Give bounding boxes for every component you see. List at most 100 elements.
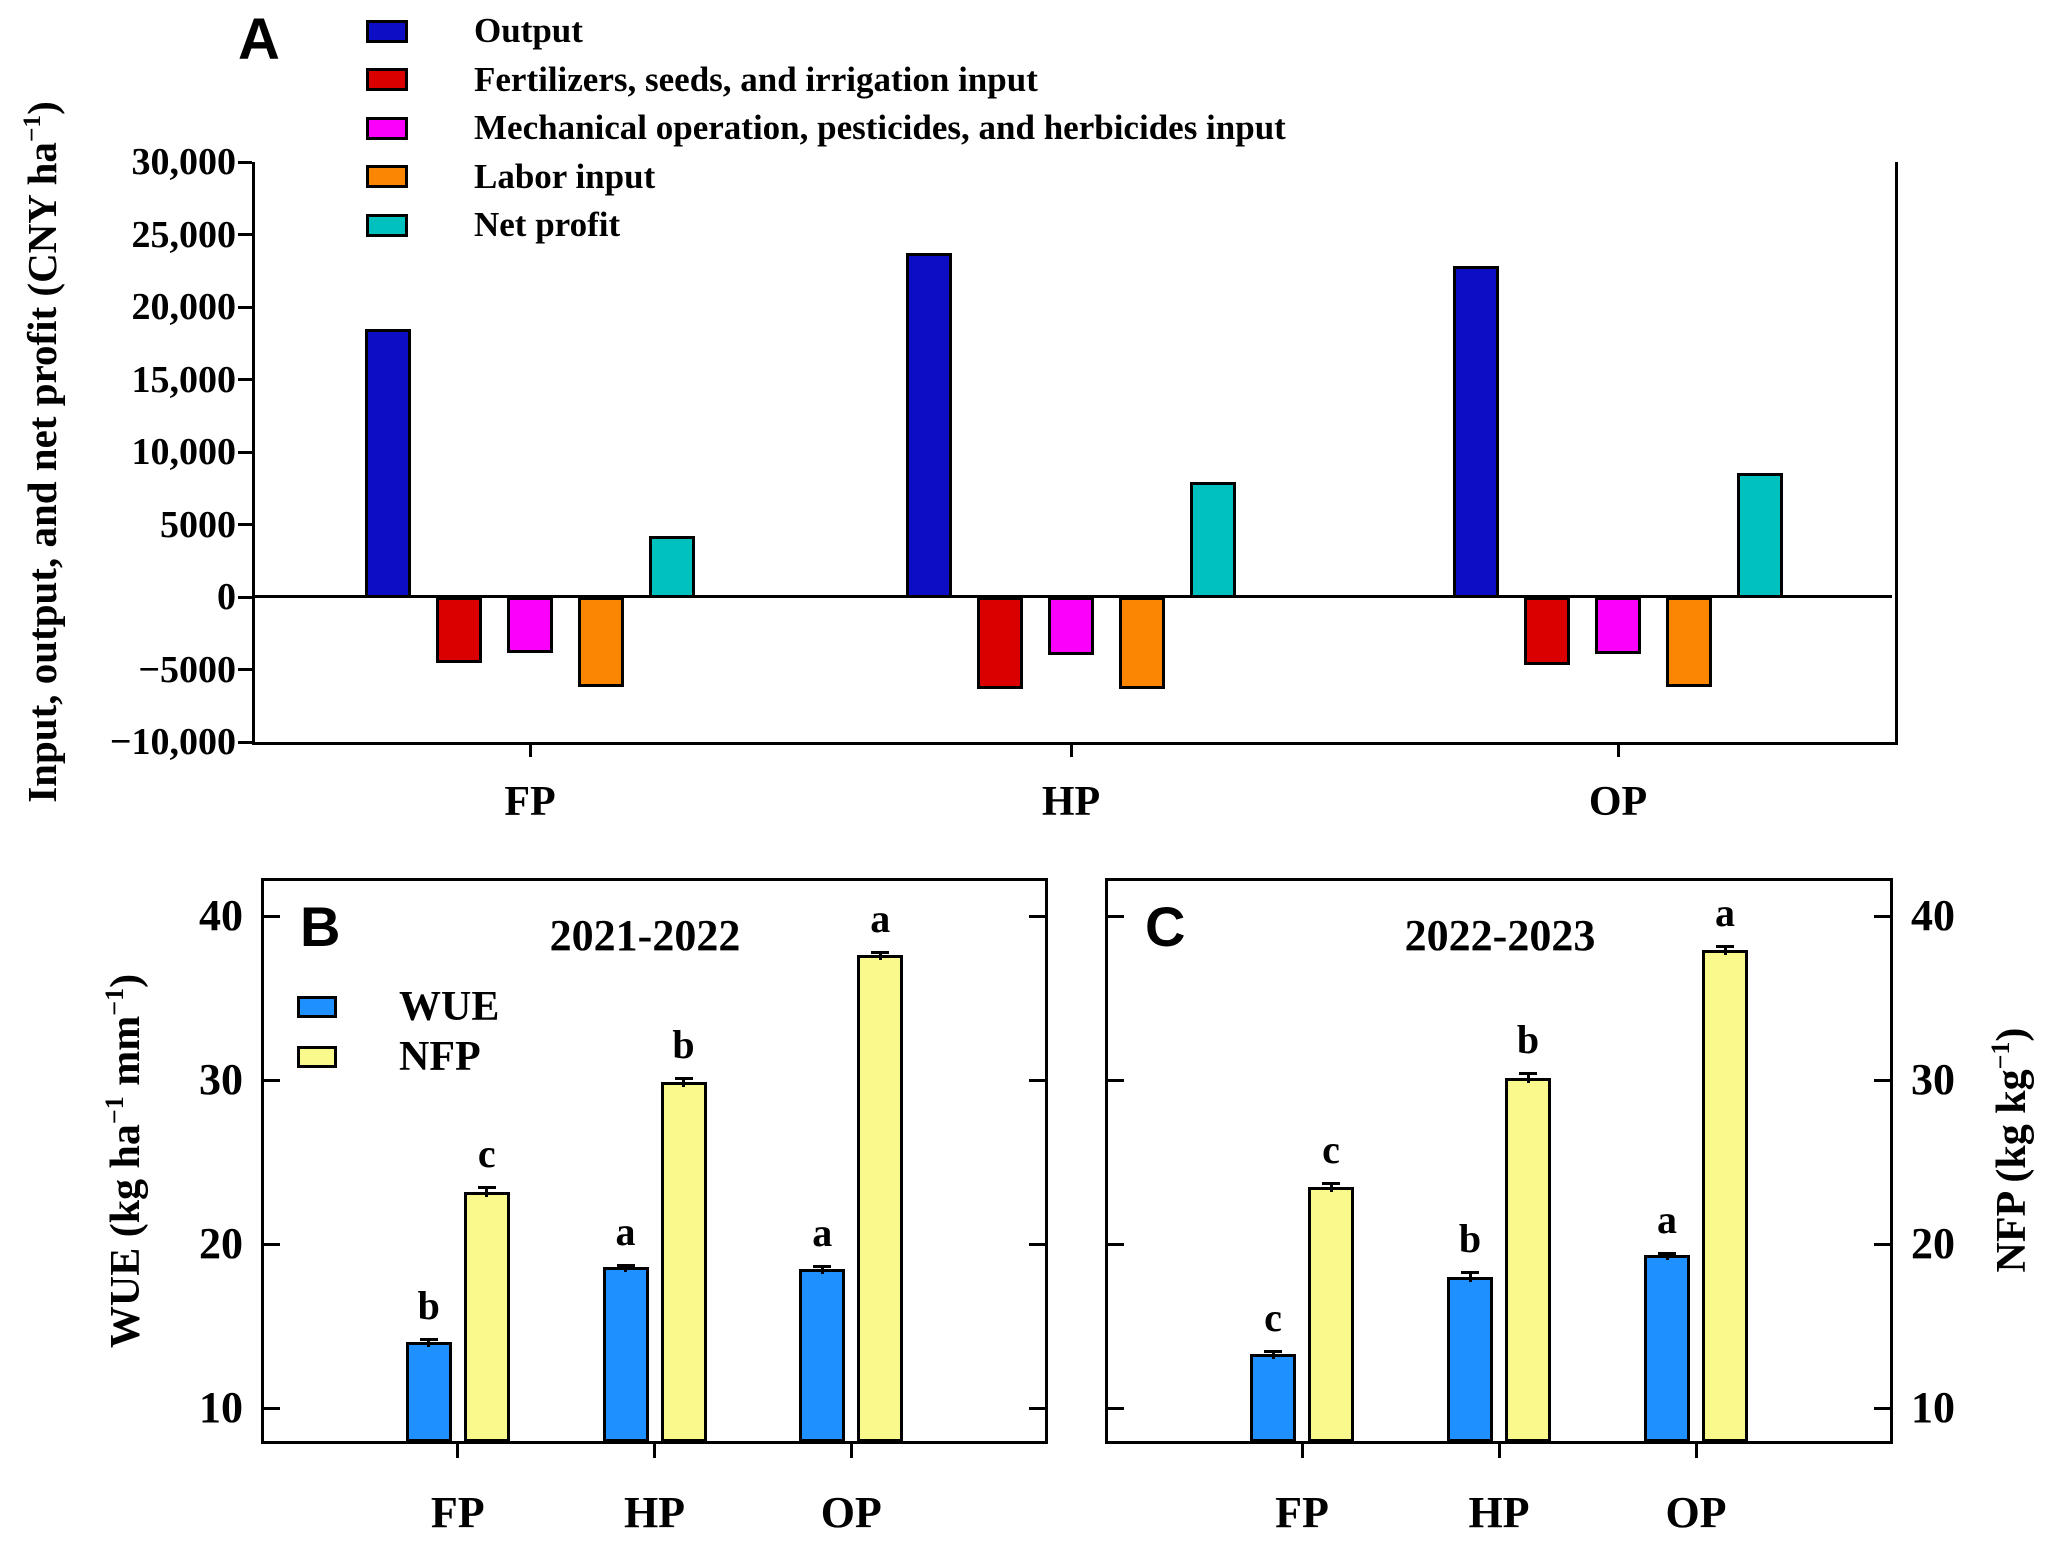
- panel-a-y-tick-label: −5000: [138, 648, 236, 691]
- panel-c-y-tick: [1874, 1406, 1890, 1410]
- panel-c-x-category-label: FP: [1275, 1488, 1329, 1537]
- panel-c-x-category-label: HP: [1468, 1488, 1530, 1537]
- significance-letter: c: [1322, 1126, 1340, 1172]
- bar-B-OP-WUE: [799, 1268, 846, 1442]
- legend-swatch-icon: [366, 19, 408, 43]
- panel-a-legend-item: Mechanical operation, pesticides, and he…: [366, 108, 1286, 147]
- panel-b-legend-label: WUE: [399, 984, 500, 1030]
- panel-a-y-tick: [238, 523, 252, 526]
- panel-b-y-tick-label: 30: [199, 1055, 243, 1104]
- panel-b-x-tick: [653, 1444, 656, 1458]
- panel-b-y-tick-label: 40: [199, 891, 243, 940]
- panel-c-y-tick-label: 10: [1911, 1383, 1955, 1432]
- panel-a-y-tick: [238, 740, 252, 744]
- panel-b-y-tick-label: 10: [199, 1383, 243, 1432]
- bar-B-OP-NFP: [857, 955, 904, 1442]
- bar-A-FP-1: [436, 597, 483, 663]
- bar-C-OP-NFP: [1702, 950, 1748, 1442]
- error-bar-stem: [1723, 946, 1727, 956]
- error-bar-cap: [419, 1338, 438, 1342]
- error-bar-stem: [820, 1266, 824, 1274]
- panel-b-label: B: [300, 895, 341, 958]
- panel-c-x-category-label: OP: [1665, 1488, 1727, 1537]
- panel-a-y-tick: [238, 378, 252, 381]
- error-bar-stem: [1526, 1072, 1530, 1084]
- panel-b-legend-item: NFP: [297, 1034, 481, 1080]
- significance-letter: b: [672, 1021, 695, 1067]
- error-bar-cap: [616, 1263, 635, 1267]
- panel-a-y-axis-label: Input, output, and net profit (CNY ha−1): [18, 101, 65, 803]
- panel-b-legend-item: WUE: [297, 984, 500, 1030]
- panel-a-legend-label: Fertilizers, seeds, and irrigation input: [474, 59, 1038, 99]
- bar-A-OP-0: [1453, 266, 1500, 598]
- bar-A-OP-4: [1736, 473, 1783, 598]
- panel-c-y-tick-label: 40: [1911, 891, 1955, 940]
- bar-A-OP-2: [1595, 597, 1641, 654]
- error-bar-stem: [1271, 1350, 1275, 1359]
- panel-a-legend-label: Mechanical operation, pesticides, and he…: [474, 108, 1286, 147]
- error-bar-stem: [624, 1264, 627, 1272]
- error-bar-stem: [1468, 1271, 1472, 1282]
- error-bar-cap: [1461, 1270, 1479, 1274]
- bar-A-HP-4: [1189, 482, 1236, 598]
- significance-letter: a: [615, 1208, 636, 1254]
- error-bar-stem: [682, 1077, 685, 1087]
- panel-a-y-tick-label: 10,000: [131, 431, 237, 473]
- panel-a-y-tick-label: 5000: [160, 503, 236, 546]
- bar-C-HP-NFP: [1505, 1078, 1551, 1442]
- panel-c-x-tick: [1497, 1444, 1501, 1458]
- panel-a-x-category-label: FP: [504, 779, 556, 825]
- bar-C-FP-NFP: [1308, 1186, 1354, 1442]
- panel-a-y-tick-label: 0: [217, 576, 236, 618]
- panel-a-legend-item: Labor input: [366, 156, 656, 196]
- panel-a-legend-label: Labor input: [474, 156, 656, 196]
- legend-swatch-icon: [366, 68, 408, 91]
- panel-a-y-tick-label: −10,000: [109, 721, 236, 763]
- panel-a-label: A: [238, 7, 280, 72]
- panel-c-y-tick: [1108, 1406, 1124, 1410]
- panel-a-legend-item: Output: [366, 11, 583, 50]
- panel-c-label: C: [1145, 895, 1186, 958]
- panel-b-y-tick: [264, 1242, 280, 1246]
- legend-swatch-icon: [297, 996, 337, 1018]
- panel-a-x-category-label: OP: [1588, 779, 1648, 825]
- panel-a-y-tick: [238, 668, 252, 671]
- panel-b-y-tick: [1029, 914, 1045, 918]
- panel-a-legend-label: Net profit: [474, 205, 621, 244]
- panel-b-x-tick: [849, 1444, 853, 1458]
- panel-c-x-tick: [1694, 1444, 1698, 1458]
- panel-a-zero-line: [252, 595, 1892, 598]
- bar-B-HP-WUE: [602, 1266, 649, 1442]
- panel-a-x-tick: [1616, 742, 1620, 757]
- panel-b-y-tick: [1029, 1078, 1045, 1082]
- bar-A-HP-3: [1118, 597, 1165, 689]
- panel-c-y-tick: [1108, 1242, 1124, 1246]
- bar-C-FP-WUE: [1250, 1353, 1296, 1442]
- error-bar-cap: [813, 1265, 832, 1269]
- panel-b-y-tick: [264, 914, 280, 918]
- panel-c-y-tick: [1874, 1078, 1890, 1082]
- bar-B-FP-WUE: [405, 1342, 452, 1442]
- significance-letter: b: [1516, 1016, 1540, 1062]
- legend-swatch-icon: [366, 165, 408, 188]
- panel-a-legend-label: Output: [474, 11, 583, 50]
- error-bar-cap: [477, 1185, 496, 1189]
- bar-A-OP-1: [1524, 597, 1571, 666]
- panel-a-y-tick: [238, 160, 252, 164]
- significance-letter: a: [1657, 1197, 1677, 1243]
- bar-B-FP-NFP: [463, 1191, 510, 1442]
- panel-a-y-tick: [238, 233, 252, 236]
- panel-c-y-tick: [1108, 914, 1124, 918]
- panel-b-legend-label: NFP: [399, 1034, 481, 1080]
- panel-b-x-category-label: HP: [623, 1488, 686, 1537]
- significance-letter: c: [1264, 1294, 1282, 1340]
- significance-letter: b: [1458, 1215, 1482, 1261]
- significance-letter: a: [870, 896, 891, 942]
- panel-c-y-tick: [1108, 1078, 1124, 1082]
- bar-A-FP-3: [577, 597, 624, 687]
- error-bar-stem: [1665, 1253, 1669, 1261]
- panel-a-y-tick-label: 15,000: [131, 358, 237, 401]
- bar-A-FP-0: [365, 328, 412, 598]
- bar-A-FP-2: [507, 597, 553, 654]
